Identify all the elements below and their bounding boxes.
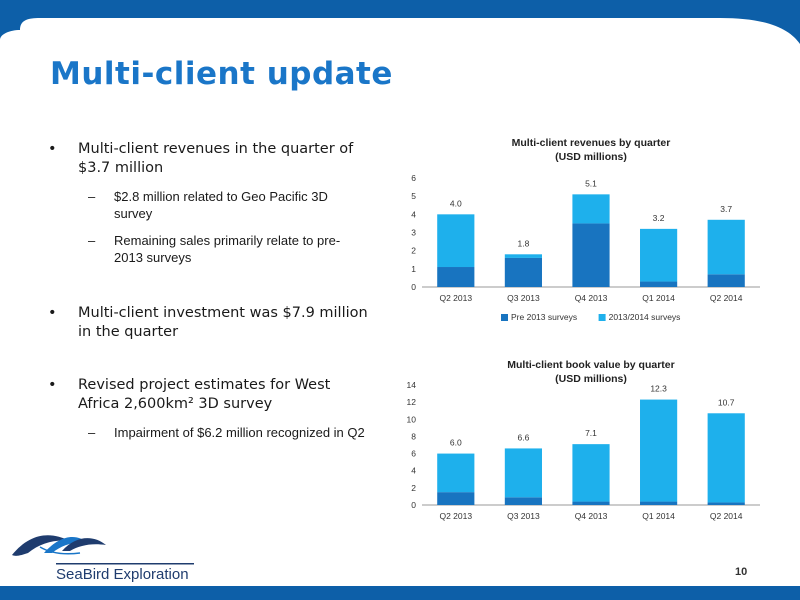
bar-segment: [640, 228, 678, 282]
book-value-chart: Multi-client book value by quarter (USD m…: [407, 359, 760, 521]
y-tick-label: 0: [411, 500, 416, 510]
bullet-text: Revised project estimates for West Afric…: [78, 377, 331, 412]
y-tick-label: 2: [411, 246, 416, 256]
y-tick-label: 4: [411, 466, 416, 476]
sub-bullet-item: – Remaining sales primarily relate to pr…: [48, 232, 368, 266]
sub-bullet-dash: –: [88, 189, 96, 204]
sub-bullet-text: Remaining sales primarily relate to pre-…: [114, 233, 341, 265]
sub-bullet-item: – Impairment of $6.2 million recognized …: [48, 424, 368, 441]
bar-total-label: 7.1: [585, 428, 597, 438]
legend-label: 2013/2014 surveys: [609, 312, 681, 322]
bar-total-label: 3.7: [720, 204, 732, 214]
x-tick-label: Q2 2014: [710, 511, 743, 521]
bullet-text: Multi-client revenues in the quarter of …: [78, 141, 354, 176]
bar-segment: [437, 492, 475, 505]
y-tick-label: 6: [411, 449, 416, 459]
y-tick-label: 0: [411, 282, 416, 292]
bullet-dot: •: [48, 305, 57, 321]
company-name: SeaBird Exploration: [56, 566, 189, 583]
bar-total-label: 12.3: [650, 384, 667, 394]
x-tick-label: Q2 2013: [439, 293, 472, 303]
bar-total-label: 6.0: [450, 438, 462, 448]
bar-segment: [572, 501, 610, 505]
y-tick-label: 12: [407, 397, 417, 407]
legend-label: Pre 2013 surveys: [511, 312, 577, 322]
y-tick-label: 4: [411, 209, 416, 219]
bar-segment: [572, 444, 610, 502]
bullet-dot: •: [48, 377, 57, 393]
x-tick-label: Q3 2013: [507, 293, 540, 303]
x-tick-label: Q2 2014: [710, 293, 743, 303]
bar-segment: [640, 399, 678, 502]
bullet-text: Multi-client investment was $7.9 million…: [78, 305, 368, 340]
chart-title: Multi-client revenues by quarter: [512, 137, 671, 149]
sub-bullet-dash: –: [88, 233, 96, 248]
bar-total-label: 1.8: [517, 238, 529, 248]
page-title: Multi-client update: [50, 56, 393, 92]
bar-segment: [572, 223, 610, 287]
legend-swatch: [598, 314, 606, 321]
chart-subtitle: (USD millions): [555, 373, 627, 385]
y-tick-label: 1: [411, 264, 416, 274]
bar-total-label: 3.2: [653, 213, 665, 223]
y-tick-label: 3: [411, 228, 416, 238]
bar-segment: [640, 281, 678, 287]
bar-segment: [437, 453, 475, 493]
page-number: 10: [735, 566, 748, 578]
y-tick-label: 8: [411, 431, 416, 441]
seabird-logo-icon: [12, 535, 194, 565]
bar-segment: [504, 448, 542, 498]
chart-subtitle: (USD millions): [555, 151, 627, 163]
bullet-item: • Revised project estimates for West Afr…: [48, 376, 368, 414]
bar-total-label: 6.6: [517, 432, 529, 442]
x-tick-label: Q2 2013: [439, 511, 472, 521]
y-tick-label: 2: [411, 483, 416, 493]
bar-segment: [437, 214, 475, 268]
sub-bullet-text: $2.8 million related to Geo Pacific 3D s…: [114, 189, 328, 221]
bar-segment: [707, 413, 745, 503]
bullet-item: • Multi-client investment was $7.9 milli…: [48, 304, 368, 342]
x-tick-label: Q3 2013: [507, 511, 540, 521]
bar-total-label: 5.1: [585, 178, 597, 188]
sub-bullet-text: Impairment of $6.2 million recognized in…: [114, 425, 365, 440]
x-tick-label: Q4 2013: [575, 293, 608, 303]
bar-segment: [707, 274, 745, 287]
bar-segment: [504, 257, 542, 287]
bullet-list: • Multi-client revenues in the quarter o…: [48, 140, 368, 441]
x-tick-label: Q1 2014: [642, 511, 675, 521]
bar-segment: [437, 267, 475, 287]
bar-segment: [504, 254, 542, 258]
revenue-chart: Multi-client revenues by quarter (USD mil…: [411, 137, 760, 322]
y-tick-label: 6: [411, 173, 416, 183]
y-tick-label: 5: [411, 191, 416, 201]
bullet-dot: •: [48, 141, 57, 157]
bar-segment: [707, 502, 745, 505]
bar-total-label: 10.7: [718, 397, 735, 407]
legend-swatch: [501, 314, 508, 321]
sub-bullet-dash: –: [88, 425, 96, 440]
bar-total-label: 4.0: [450, 198, 462, 208]
x-tick-label: Q4 2013: [575, 511, 608, 521]
x-tick-label: Q1 2014: [642, 293, 675, 303]
bullet-item: • Multi-client revenues in the quarter o…: [48, 140, 368, 178]
chart-title: Multi-client book value by quarter: [507, 359, 674, 371]
bar-segment: [504, 497, 542, 505]
bar-segment: [640, 501, 678, 505]
y-tick-label: 14: [407, 380, 417, 390]
sub-bullet-item: – $2.8 million related to Geo Pacific 3D…: [48, 188, 368, 222]
bar-segment: [572, 194, 610, 224]
y-tick-label: 10: [407, 414, 417, 424]
bar-segment: [707, 219, 745, 275]
